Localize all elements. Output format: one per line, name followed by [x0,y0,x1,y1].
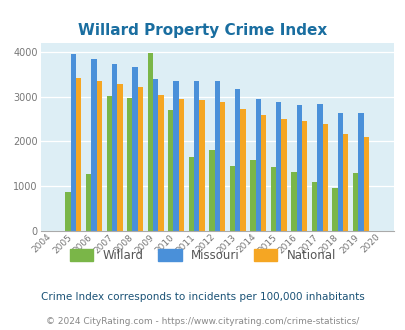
Bar [301,121,307,231]
Bar [86,174,91,231]
Text: © 2024 CityRating.com - https://www.cityrating.com/crime-statistics/: © 2024 CityRating.com - https://www.city… [46,317,359,326]
Bar [357,113,363,231]
Bar [106,96,112,231]
Bar [158,95,163,231]
Bar [214,82,220,231]
Bar [249,160,255,231]
Bar [132,67,137,231]
Bar [112,63,117,231]
Bar [137,87,143,231]
Bar [194,82,199,231]
Bar [337,113,342,231]
Bar [209,150,214,231]
Bar [70,54,76,231]
Bar [153,79,158,231]
Bar [65,192,70,231]
Bar [173,81,178,231]
Bar [255,99,260,231]
Bar [281,119,286,231]
Bar [147,53,153,231]
Bar [76,78,81,231]
Bar [220,103,225,231]
Bar [275,103,281,231]
Legend: Willard, Missouri, National: Willard, Missouri, National [65,244,340,266]
Bar [352,173,357,231]
Bar [91,59,96,231]
Bar [199,100,204,231]
Bar [178,99,184,231]
Text: Willard Property Crime Index: Willard Property Crime Index [78,23,327,38]
Bar [168,110,173,231]
Bar [363,137,368,231]
Bar [96,81,102,231]
Bar [332,187,337,231]
Bar [188,157,194,231]
Bar [229,166,234,231]
Bar [311,182,316,231]
Bar [260,115,266,231]
Text: Crime Index corresponds to incidents per 100,000 inhabitants: Crime Index corresponds to incidents per… [41,292,364,302]
Bar [117,84,122,231]
Bar [270,167,275,231]
Bar [291,172,296,231]
Bar [322,124,327,231]
Bar [316,104,322,231]
Bar [127,98,132,231]
Bar [240,109,245,231]
Bar [342,134,347,231]
Bar [296,105,301,231]
Bar [234,89,240,231]
